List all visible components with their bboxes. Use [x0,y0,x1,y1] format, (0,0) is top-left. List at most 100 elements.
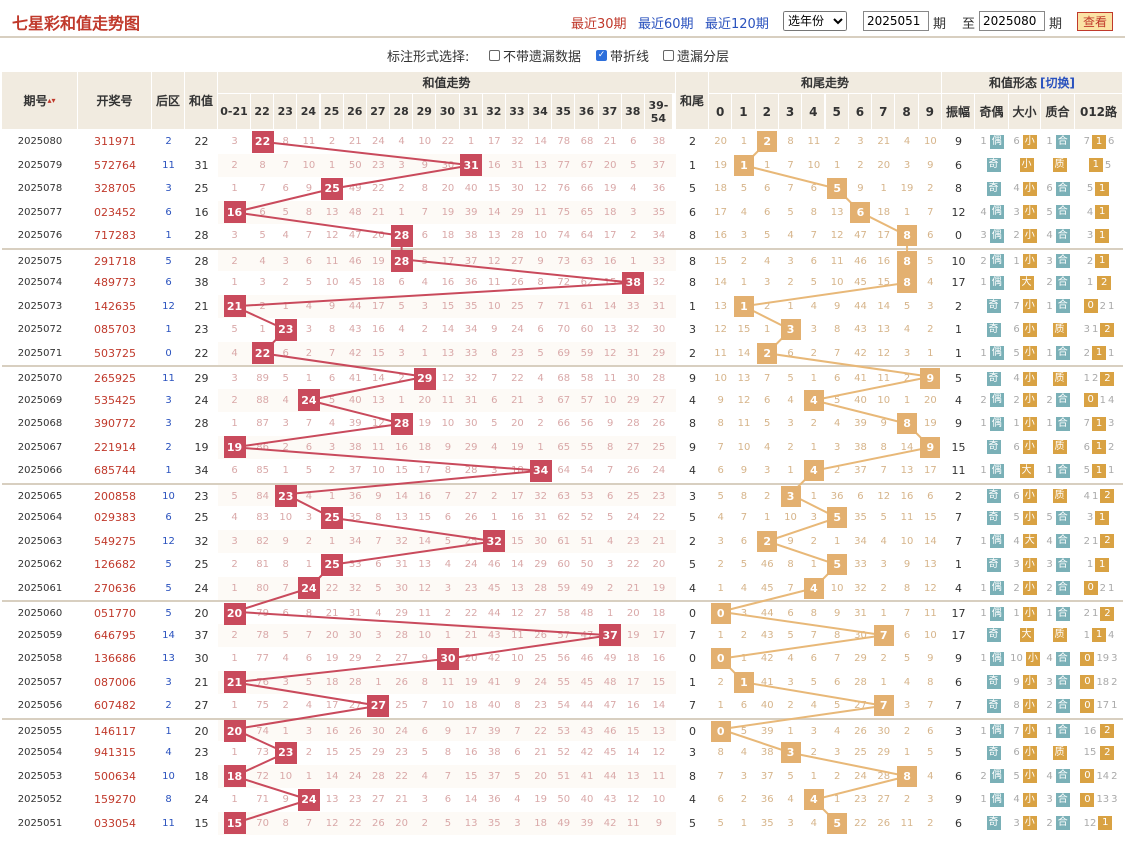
parity-badge: 奇 [986,299,1001,314]
sum-miss-cell: 5 [444,817,452,829]
sum-miss-cell: 9 [328,300,336,312]
sum-miss-cell: 5 [305,676,313,688]
tail-miss-cell: 10 [923,629,937,641]
checkbox-polyline[interactable]: ✓ [596,50,607,61]
option-layered[interactable]: 遗漏分层 [663,46,729,65]
sum-miss-cell: 36 [487,794,501,806]
year-select[interactable]: 选年份 [783,11,847,31]
number-header: 开奖号 [78,72,152,130]
sum-miss-cell: 6 [375,559,382,571]
sum-miss-cell: 16 [487,159,501,171]
tail-miss-cell: 6 [764,183,771,195]
prime-badge: 合 [1055,724,1070,739]
sum-miss-cell: 21 [464,629,478,641]
sum-hit-ball: 23 [274,318,297,341]
sum-cell: 24 [194,581,209,595]
form-miss: 3 [980,230,987,242]
option-no-miss[interactable]: 不带遗漏数据 [489,46,581,65]
period-120-link[interactable]: 最近120期 [705,17,769,32]
period-60-link[interactable]: 最近60期 [638,17,694,32]
sum-miss-cell: 2 [375,653,382,665]
sum-miss-cell: 6 [231,465,238,477]
table-row: 2025054 941315 4 23 1 73 2 15 25 29 23 5 8 16 38 6 21 52 4… [2,741,1123,765]
sum-hit-ball: 18 [223,765,246,787]
sum-miss-cell: 29 [626,394,640,406]
sum-miss-cell: 31 [348,608,362,620]
sum-miss-cell: 3 [231,535,238,547]
tail-miss-cell: 6 [927,230,934,242]
sum-hit-ball: 32 [483,530,506,552]
sum-miss-cell: 31 [534,512,547,524]
to-issue-input[interactable] [979,11,1045,31]
sum-col-26: 26 [343,94,367,130]
amp-cell: 6 [955,816,962,830]
sum-miss-cell: 62 [557,512,571,524]
sum-hit-ball: 20 [223,602,246,625]
tail-hit-ball: 4 [803,460,824,481]
sum-cell: 21 [194,675,209,689]
form-miss: 1 [1013,608,1020,620]
size-badge: 大 [1019,628,1034,643]
tail-miss-cell: 3 [903,347,911,359]
sum-miss-cell: 15 [325,747,339,759]
view-button[interactable]: 查看 [1077,12,1113,31]
sum-miss-cell: 20 [652,559,666,571]
prime-badge: 质 [1052,440,1067,455]
sum-miss-cell: 1 [328,159,336,171]
size-badge: 小 [1022,416,1037,431]
sum-miss-cell: 18 [652,608,666,620]
sum-miss-cell: 1 [282,465,289,477]
route-badge: 1 [1092,440,1106,455]
table-row: 2025080 311971 2 22 3 8 11 2 21 24 4 10 22 1 17 32 14 78 6… [2,130,1123,154]
tail-miss-cell: 1 [717,582,724,594]
table-row: 2025075 291718 5 28 2 4 3 6 11 46 19 5 17 37 12 27 9 73 63… [2,247,1123,273]
tail-miss-cell: 3 [810,725,818,737]
tail-miss-cell: 3 [787,418,794,430]
sum-miss-cell: 9 [375,490,382,502]
tail-miss-cell: 26 [877,817,891,829]
tail-cell: 8 [689,229,696,243]
tail-miss-cell: 3 [810,512,818,524]
number-cell: 142635 [94,299,136,313]
tail-cell: 2 [689,534,696,548]
tail-hit-ball: 3 [780,485,801,507]
size-badge: 小 [1022,393,1037,408]
table-row: 2025074 489773 6 38 1 3 2 5 10 45 18 6 4 16 36 11 26 8 72 6… [2,271,1123,295]
number-cell: 270636 [94,581,136,595]
form-miss: 4 [1046,535,1053,547]
sum-miss-cell: 32 [511,136,524,148]
tail-cell: 5 [689,511,696,525]
sum-miss-cell: 31 [626,347,640,359]
sum-miss-cell: 28 [464,465,478,477]
checkbox-no-miss[interactable] [489,50,500,61]
sum-miss-cell: 80 [256,582,269,594]
sort-icon[interactable]: ▴▾ [47,96,56,105]
tail-miss-cell: 6 [810,653,818,665]
prime-badge: 合 [1055,675,1070,690]
period-30-link[interactable]: 最近30期 [571,17,627,32]
sum-miss-cell: 38 [464,230,478,242]
tail-hit-ball: 1 [733,295,754,317]
sum-miss-cell: 1 [231,747,238,759]
back-cell: 11 [162,159,175,171]
sum-miss-cell: 11 [418,608,432,620]
number-cell: 051770 [94,607,136,621]
route-miss: 1 [1111,700,1118,712]
switch-link[interactable]: [切换] [1040,76,1075,90]
size-badge: 小 [1022,581,1037,596]
parity-badge: 奇 [986,440,1001,455]
sum-miss-cell: 5 [421,255,428,267]
sum-miss-cell: 29 [534,559,547,571]
sum-col-25: 25 [320,94,344,130]
from-issue-input[interactable] [863,11,929,31]
issue-cell: 2025063 [17,535,63,547]
sum-miss-cell: 2 [630,230,637,242]
sum-miss-cell: 5 [514,770,521,782]
checkbox-layered[interactable] [663,50,674,61]
sum-miss-cell: 18 [418,441,432,453]
sum-miss-cell: 15 [441,300,455,312]
route-badge: 1 [1095,510,1110,525]
option-polyline[interactable]: ✓ 带折线 [596,46,649,65]
